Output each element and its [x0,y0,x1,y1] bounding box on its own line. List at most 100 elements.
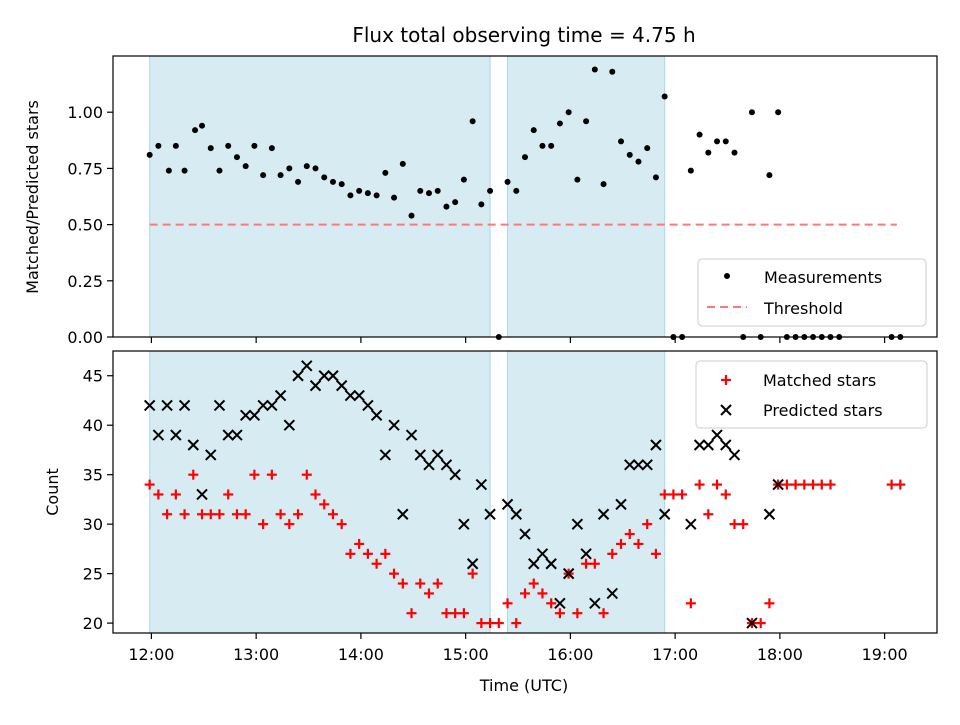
measurement-point [714,138,721,145]
top-y-tick-label: 0.50 [67,216,103,235]
matched-star-point [179,509,190,520]
predicted-star-point [257,399,269,412]
matched-star-point [319,499,330,510]
predicted-star-point [746,617,758,629]
x-axis-label: Time (UTC) [479,676,568,695]
measurement-point [766,172,773,179]
matched-star-point [214,509,225,520]
measurement-point [443,203,450,210]
measurement-point [591,66,598,73]
matched-star-point [502,598,513,609]
measurement-point [321,174,328,181]
measurement-point [548,142,555,149]
legend-measurements-swatch [724,273,730,279]
predicted-star-point [327,370,339,382]
matched-star-point [354,538,365,549]
matched-star-point [197,509,208,520]
matched-star-point [642,519,653,530]
measurement-point [635,158,642,165]
bottom-shaded-interval [149,350,491,634]
matched-star-point [406,608,417,619]
x-tick-label: 13:00 [233,645,279,664]
measurement-point [364,190,371,197]
measurement-point [434,187,441,194]
measurement-point [478,201,485,208]
matched-star-point [441,608,452,619]
predicted-star-point [405,429,418,441]
predicted-star-point [763,508,776,520]
predicted-star-point [213,399,226,412]
matched-star-point [554,608,565,619]
measurement-point [408,212,415,219]
measurement-point [312,165,319,172]
matched-star-point [616,538,627,549]
matched-star-point [511,618,522,629]
matched-star-point [738,519,749,530]
top-y-tick-label: 0.25 [67,272,103,291]
matched-star-point [345,548,356,559]
matched-star-point [703,509,714,520]
measurement-point [661,93,668,100]
matched-star-point [310,489,321,500]
measurement-point [748,109,755,116]
matched-star-point [249,469,260,480]
matched-star-point [476,618,487,629]
measurement-point [260,172,267,179]
predicted-star-point [580,548,592,560]
predicted-star-point [615,498,627,511]
matched-star-point [755,618,766,629]
predicted-star-point [475,478,488,491]
measurement-point [574,176,581,183]
bottom-y-tick-label: 30 [83,515,103,534]
measurement-point [530,127,537,134]
measurement-point [425,190,432,197]
measurement-point [556,120,563,127]
measurement-point [192,127,199,134]
matched-star-point [397,578,408,589]
predicted-star-point [423,459,435,471]
measurement-point [233,154,240,161]
top-y-tick-label: 0.00 [67,328,103,347]
matched-star-point [275,509,286,520]
matched-star-point [581,558,592,569]
measurement-point [216,167,223,174]
predicted-star-point [597,508,610,520]
matched-star-point [729,519,740,530]
measurement-point [705,149,712,156]
top-shaded-interval [149,55,491,338]
matched-star-point [284,519,295,530]
matched-star-point [153,489,164,500]
x-tick-label: 18:00 [757,645,803,664]
matched-star-point [537,588,548,599]
bottom-y-axis-label: Count [43,468,62,516]
predicted-star-point [545,558,557,570]
predicted-star-point [466,558,479,570]
predicted-star-point [170,429,182,441]
matched-star-point [293,509,304,520]
measurement-point [277,172,284,179]
matched-star-point [423,588,434,599]
measurement-point [452,199,459,206]
matched-star-point [458,608,469,619]
predicted-star-point [641,459,653,471]
predicted-star-point [728,449,741,461]
predicted-star-point [702,439,715,451]
matched-star-point [720,489,731,500]
predicted-star-point [658,508,671,520]
measurement-point [207,145,214,152]
bottom-shaded-interval [507,350,666,634]
predicted-star-point [266,399,278,412]
matched-star-point [205,509,216,520]
x-tick-label: 12:00 [128,645,174,664]
x-tick-label: 17:00 [652,645,698,664]
bottom-y-tick-label: 45 [83,367,103,386]
matched-star-point [188,469,199,480]
top-legend [697,258,927,327]
predicted-star-point [693,439,706,451]
predicted-star-point [624,459,636,471]
measurement-point [687,167,694,174]
measurement-point [338,181,345,188]
predicted-star-point [519,528,531,540]
matched-star-point [825,479,836,490]
measurement-point [722,138,729,145]
